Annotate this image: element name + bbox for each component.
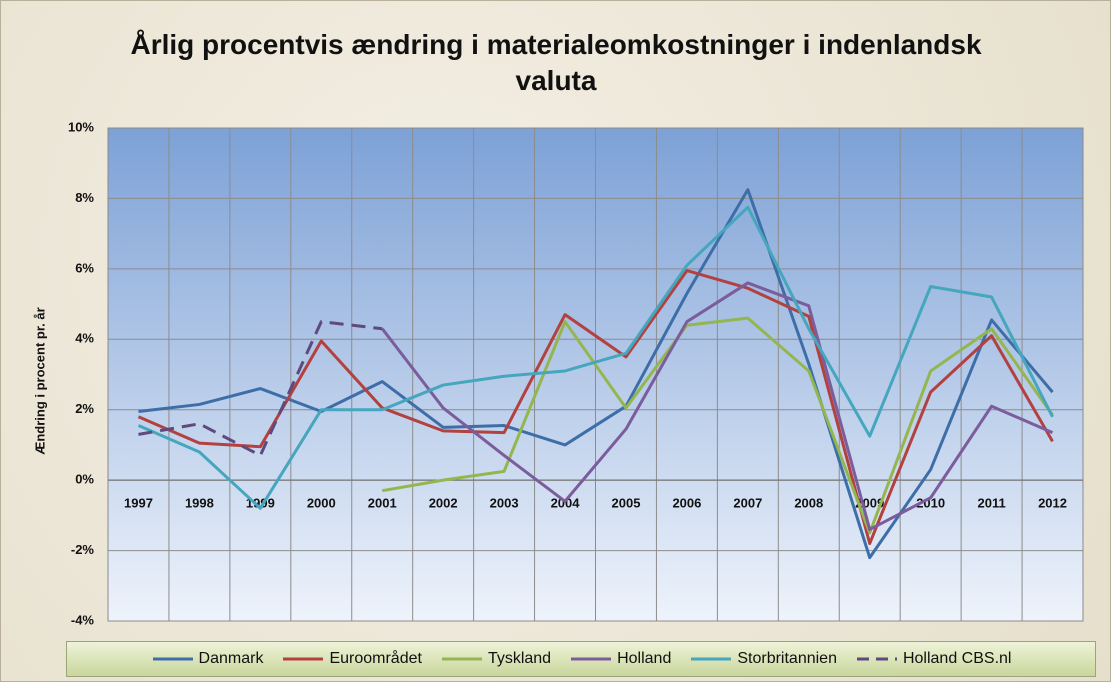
- legend-label: Holland: [617, 650, 672, 667]
- x-tick-label: 2002: [429, 496, 458, 511]
- legend-swatch: [856, 657, 897, 661]
- y-tick-label: 8%: [75, 190, 94, 205]
- x-tick-label: 2003: [490, 496, 519, 511]
- x-tick-label: 2004: [551, 496, 581, 511]
- x-tick-label: 2006: [672, 496, 701, 511]
- legend-item: Storbritannien: [689, 650, 837, 668]
- y-tick-label: -4%: [71, 612, 95, 627]
- legend-item: Tyskland: [440, 650, 551, 668]
- x-tick-label: 2011: [977, 496, 1005, 511]
- legend-swatch: [152, 657, 193, 661]
- legend-swatch: [691, 657, 732, 661]
- legend-label: Storbritannien: [737, 650, 837, 667]
- series-line: [138, 320, 383, 457]
- x-tick-label: 2010: [916, 496, 945, 511]
- y-tick-label: 0%: [75, 472, 94, 487]
- legend: Danmark Euroområdet Tyskland Holland Storbri…: [66, 641, 1096, 677]
- y-tick-label: 4%: [75, 331, 94, 346]
- x-tick-label: 2007: [733, 496, 762, 511]
- series-line: [381, 316, 1054, 535]
- legend-item: Holland CBS.nl: [855, 650, 1012, 668]
- legend-item: Holland: [569, 650, 671, 668]
- x-tick-label: 1997: [124, 496, 153, 511]
- legend-swatch: [441, 657, 482, 661]
- series-line: [381, 281, 1054, 531]
- x-tick-label: 2001: [368, 496, 397, 511]
- series-line: [137, 205, 1054, 510]
- x-tick-label: 2008: [794, 496, 823, 511]
- x-tick-label: 2012: [1038, 496, 1067, 511]
- legend-item: Danmark: [151, 650, 264, 668]
- x-tick-label: 2005: [612, 496, 641, 511]
- x-tick-label: 1998: [185, 496, 214, 511]
- legend-swatch: [571, 657, 612, 661]
- legend-swatch: [283, 657, 324, 661]
- legend-label: Euroområdet: [329, 650, 422, 667]
- y-tick-label: -2%: [71, 542, 95, 557]
- chart-title: Årlig procentvis ændring i materialeomko…: [130, 29, 982, 96]
- y-tick-label: 10%: [68, 119, 94, 134]
- legend-item: Euroområdet: [281, 650, 422, 668]
- series-line: [137, 269, 1054, 546]
- y-tick-label: 2%: [75, 401, 94, 416]
- x-tick-label: 2000: [307, 496, 336, 511]
- y-tick-label: 6%: [75, 260, 94, 275]
- legend-label: Tyskland: [487, 650, 552, 667]
- y-axis-label: Ændring i procent pr. år: [32, 307, 47, 454]
- legend-label: Holland CBS.nl: [902, 650, 1012, 667]
- legend-label: Danmark: [198, 650, 264, 667]
